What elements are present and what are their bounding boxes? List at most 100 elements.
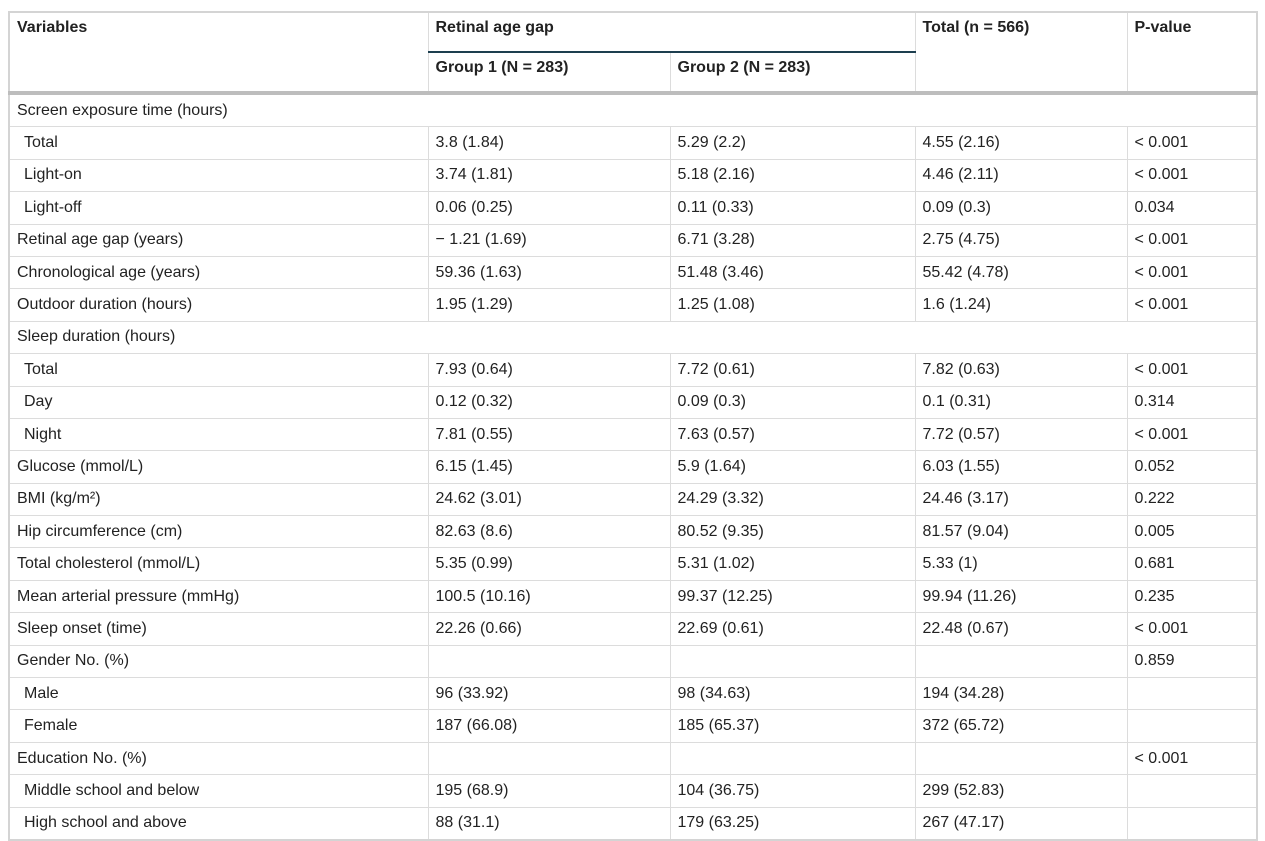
cell <box>1126 774 1258 808</box>
cell: < 0.001 <box>1126 288 1258 322</box>
cell: 6.03 (1.55) <box>914 450 1128 484</box>
cell <box>914 741 1128 776</box>
cell: 98 (34.63) <box>669 677 916 711</box>
cell: 4.46 (2.11) <box>914 158 1128 193</box>
cell: 0.12 (0.32) <box>427 385 671 419</box>
cell: 100.5 (10.16) <box>427 579 671 614</box>
cell <box>1126 677 1258 711</box>
cell: 0.11 (0.33) <box>669 191 916 225</box>
cell: 96 (33.92) <box>427 677 671 711</box>
cell: 0.235 <box>1126 579 1258 614</box>
cell: 81.57 (9.04) <box>914 515 1128 549</box>
cell: 88 (31.1) <box>427 806 671 841</box>
row-label: Chronological age (years) <box>8 255 429 290</box>
cell <box>1126 806 1258 841</box>
cell: < 0.001 <box>1126 612 1258 646</box>
cell: 0.222 <box>1126 482 1258 517</box>
cell: 0.859 <box>1126 644 1258 679</box>
table-row: Glucose (mmol/L) 6.15 (1.45) 5.9 (1.64) 6.0… <box>8 450 1258 484</box>
cell <box>914 644 1128 679</box>
cell: 51.48 (3.46) <box>669 255 916 290</box>
cell: 99.37 (12.25) <box>669 579 916 614</box>
data-table: Variables Retinal age gap Total (n = 566… <box>8 11 1258 841</box>
cell: 3.8 (1.84) <box>427 126 671 160</box>
cell: 55.42 (4.78) <box>914 255 1128 290</box>
cell: 0.06 (0.25) <box>427 191 671 225</box>
cell: 194 (34.28) <box>914 677 1128 711</box>
cell: 7.63 (0.57) <box>669 417 916 452</box>
cell <box>669 644 916 679</box>
cell: < 0.001 <box>1126 741 1258 776</box>
cell: 7.93 (0.64) <box>427 353 671 387</box>
row-label: Screen exposure time (hours) <box>8 92 1258 128</box>
table-row: Sleep onset (time) 22.26 (0.66) 22.69 (0.6… <box>8 612 1258 646</box>
table-row: Education No. (%) < 0.001 <box>8 741 1258 776</box>
row-label: Hip circumference (cm) <box>8 515 429 549</box>
row-label: Total <box>8 126 429 160</box>
table-row: Hip circumference (cm) 82.63 (8.6) 80.52 (… <box>8 515 1258 549</box>
row-label: Total cholesterol (mmol/L) <box>8 547 429 581</box>
cell: 7.81 (0.55) <box>427 417 671 452</box>
row-label: Night <box>8 417 429 452</box>
cell: 6.15 (1.45) <box>427 450 671 484</box>
cell: 22.26 (0.66) <box>427 612 671 646</box>
cell: 0.005 <box>1126 515 1258 549</box>
cell: 5.35 (0.99) <box>427 547 671 581</box>
table-row: Day 0.12 (0.32) 0.09 (0.3) 0.1 (0.31) 0.314 <box>8 385 1258 419</box>
table-body: Screen exposure time (hours) Total 3.8 (1.… <box>8 92 1258 841</box>
cell: − 1.21 (1.69) <box>427 223 671 257</box>
header-cell: Total (n = 566) <box>914 11 1128 95</box>
header-row: Variables Retinal age gap Total (n = 566… <box>8 11 1258 95</box>
header-cell: Group 2 (N = 283) <box>669 51 916 95</box>
cell: < 0.001 <box>1126 417 1258 452</box>
cell: 0.314 <box>1126 385 1258 419</box>
cell: 185 (65.37) <box>669 709 916 743</box>
cell: 82.63 (8.6) <box>427 515 671 549</box>
cell: 7.72 (0.57) <box>914 417 1128 452</box>
cell: 80.52 (9.35) <box>669 515 916 549</box>
cell <box>427 741 671 776</box>
cell: 5.9 (1.64) <box>669 450 916 484</box>
table-row: Gender No. (%) 0.859 <box>8 644 1258 679</box>
table-row: Male 96 (33.92) 98 (34.63) 194 (34.28) <box>8 677 1258 711</box>
cell: < 0.001 <box>1126 223 1258 257</box>
cell: 3.74 (1.81) <box>427 158 671 193</box>
cell: 4.55 (2.16) <box>914 126 1128 160</box>
table-row: Light-on 3.74 (1.81) 5.18 (2.16) 4.46 (2.11… <box>8 158 1258 193</box>
cell: 5.33 (1) <box>914 547 1128 581</box>
cell: 195 (68.9) <box>427 774 671 808</box>
table-row: Screen exposure time (hours) <box>8 92 1258 128</box>
table-row: High school and above 88 (31.1) 179 (63.25… <box>8 806 1258 841</box>
cell: 267 (47.17) <box>914 806 1128 841</box>
table-row: Outdoor duration (hours) 1.95 (1.29) 1.25 … <box>8 288 1258 322</box>
table-row: Night 7.81 (0.55) 7.63 (0.57) 7.72 (0.57) < … <box>8 417 1258 452</box>
cell: 187 (66.08) <box>427 709 671 743</box>
table-row: Mean arterial pressure (mmHg) 100.5 (10.1… <box>8 579 1258 614</box>
header-cell: P-value <box>1126 11 1258 95</box>
table-row: Female 187 (66.08) 185 (65.37) 372 (65.72) <box>8 709 1258 743</box>
row-label: Sleep onset (time) <box>8 612 429 646</box>
cell: 2.75 (4.75) <box>914 223 1128 257</box>
header-cell: Variables <box>8 11 429 95</box>
row-label: Total <box>8 353 429 387</box>
table-row: Chronological age (years) 59.36 (1.63) 51.… <box>8 255 1258 290</box>
table-row: Total cholesterol (mmol/L) 5.35 (0.99) 5.3… <box>8 547 1258 581</box>
header-cell: Group 1 (N = 283) <box>427 51 671 95</box>
cell <box>1126 709 1258 743</box>
cell: 24.62 (3.01) <box>427 482 671 517</box>
header-row: Group 1 (N = 283) Group 2 (N = 283) <box>9 51 1257 95</box>
cell: 0.1 (0.31) <box>914 385 1128 419</box>
cell: 24.46 (3.17) <box>914 482 1128 517</box>
cell: 1.6 (1.24) <box>914 288 1128 322</box>
table-row: Middle school and below 195 (68.9) 104 (36… <box>8 774 1258 808</box>
row-label: Gender No. (%) <box>8 644 429 679</box>
cell: 1.25 (1.08) <box>669 288 916 322</box>
row-label: Male <box>8 677 429 711</box>
table-row: Total 3.8 (1.84) 5.29 (2.2) 4.55 (2.16) < 0.… <box>8 126 1258 160</box>
cell: 59.36 (1.63) <box>427 255 671 290</box>
cell <box>427 644 671 679</box>
cell: < 0.001 <box>1126 353 1258 387</box>
cell: 0.681 <box>1126 547 1258 581</box>
cell: 372 (65.72) <box>914 709 1128 743</box>
